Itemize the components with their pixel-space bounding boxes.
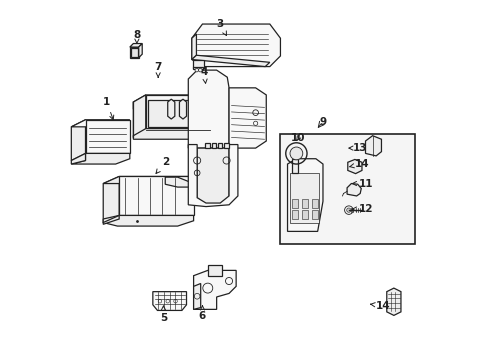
Polygon shape (347, 184, 361, 196)
Text: 9: 9 (319, 117, 326, 126)
Polygon shape (229, 88, 266, 148)
Text: 8: 8 (133, 30, 141, 44)
Circle shape (344, 206, 353, 215)
Text: 7: 7 (154, 62, 162, 77)
Polygon shape (192, 24, 280, 67)
Bar (312, 199, 318, 208)
Text: 5: 5 (160, 306, 167, 323)
Polygon shape (288, 159, 323, 231)
Polygon shape (85, 120, 130, 153)
Polygon shape (103, 215, 119, 224)
Polygon shape (133, 129, 210, 139)
Bar (302, 210, 308, 219)
Bar (302, 199, 308, 208)
Polygon shape (192, 34, 196, 59)
Polygon shape (366, 136, 381, 156)
Polygon shape (168, 99, 175, 119)
Polygon shape (208, 265, 222, 276)
Polygon shape (188, 145, 238, 207)
Polygon shape (194, 270, 236, 309)
Polygon shape (72, 153, 85, 164)
Polygon shape (197, 148, 229, 205)
Text: 13: 13 (349, 143, 368, 153)
Text: 6: 6 (199, 306, 206, 321)
Text: 11: 11 (352, 179, 373, 189)
Text: 14: 14 (349, 159, 369, 169)
Polygon shape (188, 70, 229, 148)
Text: 2: 2 (156, 157, 169, 174)
Polygon shape (292, 159, 298, 173)
Polygon shape (153, 292, 187, 310)
Polygon shape (146, 95, 210, 130)
Polygon shape (194, 283, 201, 309)
Text: 12: 12 (352, 204, 373, 214)
Polygon shape (72, 153, 130, 164)
Polygon shape (133, 95, 146, 138)
Polygon shape (103, 176, 194, 184)
Polygon shape (139, 44, 142, 58)
Polygon shape (147, 100, 206, 127)
Bar (280, 134, 415, 244)
Polygon shape (348, 159, 362, 174)
Circle shape (198, 68, 202, 72)
Polygon shape (103, 176, 119, 222)
Bar (292, 199, 298, 208)
Bar (205, 143, 210, 148)
Bar (224, 143, 229, 148)
Text: 3: 3 (217, 19, 226, 36)
Polygon shape (72, 120, 85, 161)
Polygon shape (130, 47, 139, 58)
Polygon shape (179, 99, 187, 119)
Polygon shape (387, 288, 401, 315)
Circle shape (347, 208, 351, 212)
Circle shape (290, 147, 303, 160)
Bar (218, 143, 222, 148)
Text: 10: 10 (291, 133, 305, 143)
Polygon shape (119, 176, 194, 215)
Polygon shape (103, 215, 194, 226)
Polygon shape (72, 120, 130, 127)
Polygon shape (131, 48, 138, 57)
Polygon shape (193, 60, 204, 68)
Text: 4: 4 (200, 67, 208, 83)
Bar (312, 210, 318, 219)
Polygon shape (130, 44, 142, 47)
Polygon shape (193, 67, 203, 69)
Polygon shape (133, 95, 210, 109)
Polygon shape (192, 55, 270, 67)
Text: 14: 14 (370, 301, 391, 311)
Bar (292, 210, 298, 219)
Circle shape (195, 68, 198, 72)
Text: 1: 1 (103, 97, 114, 120)
Bar (212, 143, 216, 148)
Polygon shape (165, 177, 194, 187)
Bar (291, 173, 318, 222)
